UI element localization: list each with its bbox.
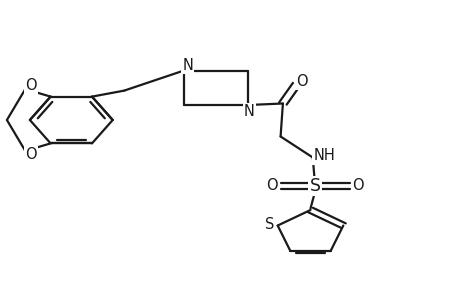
Text: S: S <box>264 217 274 232</box>
Text: O: O <box>25 147 37 162</box>
Text: O: O <box>351 178 363 194</box>
Text: N: N <box>182 58 193 73</box>
Text: N: N <box>243 104 254 119</box>
Text: S: S <box>309 177 320 195</box>
Text: O: O <box>266 178 278 194</box>
Text: O: O <box>25 78 37 93</box>
Text: NH: NH <box>313 148 335 164</box>
Text: O: O <box>296 74 308 89</box>
